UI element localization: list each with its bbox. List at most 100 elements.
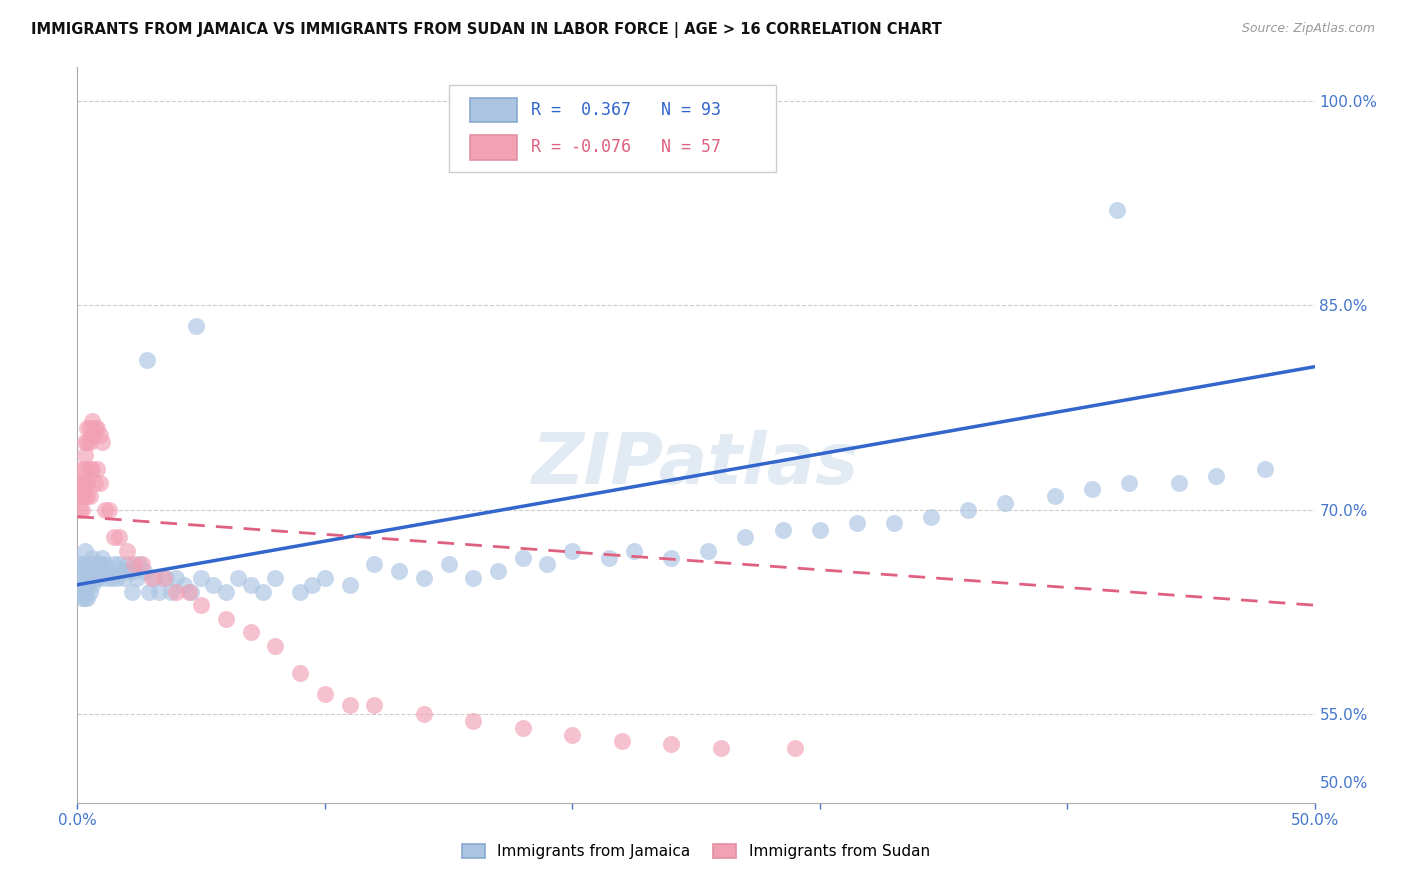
Point [72,578,94,592]
Point [288,584,311,599]
Point [69,475,91,490]
Point [79,558,101,572]
Point [91,550,114,565]
Point [83,475,105,490]
Point [128,558,150,572]
Point [160,584,183,599]
Point [264,571,287,585]
Point [82,550,104,565]
Point [69,503,91,517]
Point [659,737,682,751]
Point [101,571,124,585]
Point [1043,489,1066,503]
Point [239,578,262,592]
Point [165,584,187,599]
Point [118,564,141,578]
Point [76,591,98,606]
Point [73,434,96,449]
Point [135,352,157,367]
Point [412,571,434,585]
Point [1167,475,1189,490]
Text: IMMIGRANTS FROM JAMAICA VS IMMIGRANTS FROM SUDAN IN LABOR FORCE | AGE > 16 CORRE: IMMIGRANTS FROM JAMAICA VS IMMIGRANTS FR… [31,22,942,38]
Point [72,475,94,490]
Point [122,564,145,578]
Point [252,584,274,599]
Text: ZIPatlas: ZIPatlas [533,430,859,499]
Point [463,714,485,728]
Point [994,496,1017,510]
Point [153,571,176,585]
Point [202,578,225,592]
Point [561,543,583,558]
Point [314,571,336,585]
Point [98,503,121,517]
Point [83,558,105,572]
Point [69,558,91,572]
Point [155,571,177,585]
Point [808,523,831,537]
Point [215,584,238,599]
Point [111,564,134,578]
Point [73,571,96,585]
Point [76,489,98,503]
Point [79,584,101,599]
Point [363,698,385,712]
Point [301,578,323,592]
Point [72,558,94,572]
Point [91,434,114,449]
Point [91,564,114,578]
Point [536,558,558,572]
Point [1254,462,1277,476]
Point [76,564,98,578]
Point [1118,475,1140,490]
Point [73,543,96,558]
Point [89,571,111,585]
Point [108,530,131,544]
Point [512,550,534,565]
FancyBboxPatch shape [470,98,516,122]
Point [177,584,200,599]
Point [883,516,905,531]
Point [89,428,111,442]
Point [845,516,868,531]
Point [89,558,111,572]
Point [226,571,249,585]
Point [772,523,794,537]
Point [112,571,135,585]
Point [339,698,361,712]
Point [73,462,96,476]
Point [72,489,94,503]
Point [623,543,645,558]
Point [72,462,94,476]
Point [339,578,361,592]
Point [96,571,118,585]
Point [190,571,212,585]
Point [108,558,131,572]
Point [82,564,104,578]
Point [122,558,145,572]
Point [1105,202,1128,217]
Point [288,666,311,681]
Point [148,584,170,599]
Point [143,571,166,585]
Point [86,421,108,435]
Point [125,571,148,585]
Point [239,625,262,640]
Point [134,564,156,578]
Point [165,571,187,585]
Point [264,639,287,653]
Text: R = -0.076   N = 57: R = -0.076 N = 57 [531,138,721,156]
Point [86,558,108,572]
Point [76,475,98,490]
Point [512,721,534,735]
Point [363,558,385,572]
Point [83,421,105,435]
Point [190,598,212,612]
Point [72,591,94,606]
Point [79,462,101,476]
Point [86,571,108,585]
Point [98,564,121,578]
Point [121,584,143,599]
Point [82,414,104,428]
Point [1205,468,1227,483]
